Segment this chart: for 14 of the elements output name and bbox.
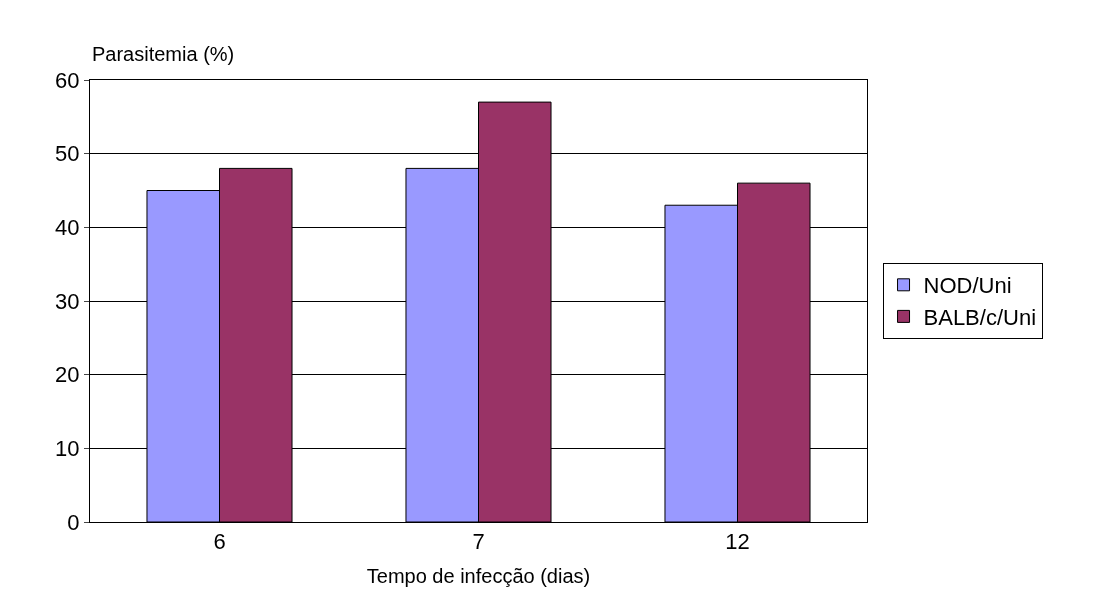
y-tick-label: 10 — [55, 436, 80, 462]
y-tick-label: 40 — [55, 215, 80, 241]
y-axis-title: Parasitemia (%) — [92, 43, 235, 65]
x-tick-label: 12 — [725, 529, 750, 555]
legend-label: NOD/Uni — [923, 273, 1012, 299]
x-tick-label: 6 — [213, 529, 226, 555]
x-axis-title: Tempo de infecção (dias) — [366, 564, 591, 587]
legend-label: BALB/c/Uni — [923, 304, 1037, 330]
y-tick-label: 30 — [55, 288, 80, 314]
y-tick-label: 60 — [55, 67, 80, 93]
x-tick-label: 7 — [472, 529, 485, 555]
y-tick-label: 50 — [55, 141, 80, 167]
y-tick-label: 0 — [67, 509, 80, 535]
y-tick-label: 20 — [55, 362, 80, 388]
